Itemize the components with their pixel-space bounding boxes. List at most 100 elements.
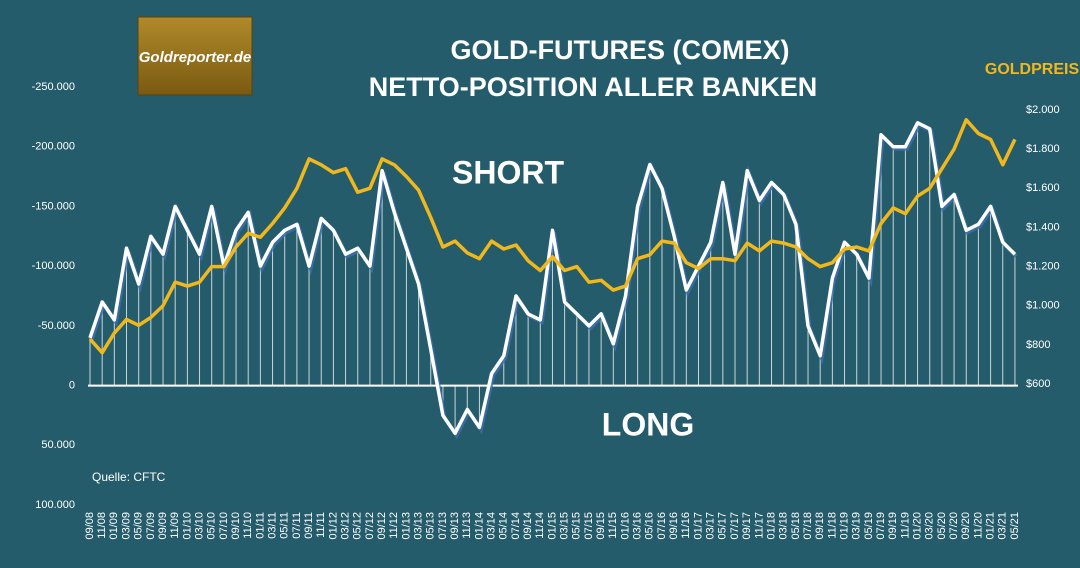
x-tick-label: 09/13 [449, 512, 461, 540]
x-tick-label: 03/11 [266, 512, 278, 539]
x-tick-label: 03/15 [559, 512, 571, 540]
x-tick-label: 05/17 [717, 512, 729, 540]
x-tick-label: 01/11 [254, 512, 266, 539]
x-tick-label: 11/09 [169, 512, 181, 539]
y-tick-label: -150.000 [32, 200, 75, 212]
x-tick-label: 11/18 [826, 512, 838, 539]
x-tick-label: 11/10 [242, 512, 254, 539]
logo: Goldreporter.de [139, 49, 252, 66]
x-tick-label: 05/12 [352, 512, 364, 540]
y2-axis-label: GOLDPREIS [985, 61, 1080, 78]
y2-tick-label: $1.400 [1026, 221, 1060, 233]
x-tick-label: 07/17 [729, 512, 741, 540]
x-tick-label: 05/15 [571, 512, 583, 540]
x-tick-label: 11/20 [972, 512, 984, 539]
x-tick-label: 05/21 [1009, 512, 1021, 540]
x-tick-label: 09/15 [595, 512, 607, 540]
x-tick-label: 11/13 [461, 512, 473, 539]
x-tick-label: 09/20 [960, 512, 972, 540]
x-tick-label: 03/17 [705, 512, 717, 540]
x-tick-label: 09/16 [668, 512, 680, 540]
source: Quelle: CFTC [92, 470, 166, 484]
x-tick-label: 01/09 [108, 512, 120, 540]
x-tick-label: 07/19 [875, 512, 887, 540]
x-tick-label: 03/09 [120, 512, 132, 540]
logo-box [137, 16, 253, 96]
x-tick-label: 07/10 [218, 512, 230, 540]
x-tick-label: 05/16 [644, 512, 656, 540]
x-tick-label: 11/11 [315, 512, 327, 538]
y2-tick-label: $1.200 [1026, 260, 1060, 272]
x-tick-label: 07/16 [656, 512, 668, 540]
x-tick-label: 07/12 [364, 512, 376, 540]
x-tick-label: 09/18 [814, 512, 826, 540]
long-label: LONG [602, 406, 694, 442]
x-tick-label: 03/16 [632, 512, 644, 540]
x-tick-label: 05/13 [425, 512, 437, 540]
x-tick-label: 05/18 [790, 512, 802, 540]
x-tick-label: 01/19 [838, 512, 850, 540]
x-tick-label: 01/15 [546, 512, 558, 540]
x-tick-label: 07/20 [948, 512, 960, 540]
x-tick-label: 01/18 [765, 512, 777, 540]
series-line [88, 118, 1017, 355]
y2-tick-label: $600 [1026, 378, 1050, 390]
y2-tick-label: $1.800 [1026, 143, 1060, 155]
y-tick-label: -250.000 [32, 81, 75, 93]
y2-tick-label: $800 [1026, 339, 1050, 351]
x-tick-label: 07/14 [510, 512, 522, 540]
y2-tick-label: $1.600 [1026, 182, 1060, 194]
x-tick-label: 03/12 [339, 512, 351, 540]
x-tick-label: 03/10 [193, 512, 205, 540]
x-tick-label: 09/19 [887, 512, 899, 540]
x-tick-label: 09/11 [303, 512, 315, 539]
x-tick-label: 05/10 [206, 512, 218, 540]
y2-tick-label: $1.000 [1026, 300, 1060, 312]
x-tick-label: 09/14 [522, 512, 534, 540]
x-tick-label: 05/20 [936, 512, 948, 540]
y-tick-label: -50.000 [38, 320, 75, 332]
x-tick-label: 01/20 [911, 512, 923, 540]
y-tick-label: -100.000 [32, 260, 75, 272]
x-tick-label: 11/08 [96, 512, 108, 539]
x-tick-label: 11/12 [388, 512, 400, 539]
x-tick-label: 11/16 [680, 512, 692, 539]
x-tick-label: 03/18 [778, 512, 790, 540]
x-tick-label: 03/13 [412, 512, 424, 540]
x-tick-label: 01/14 [473, 512, 485, 540]
x-tick-label: 11/19 [899, 512, 911, 539]
x-tick-label: 03/14 [486, 512, 498, 540]
x-tick-label: 09/12 [376, 512, 388, 540]
x-tick-label: 11/15 [607, 512, 619, 539]
x-tick-label: 03/20 [924, 512, 936, 540]
x-tick-label: 07/09 [145, 512, 157, 540]
x-tick-label: 03/21 [997, 512, 1009, 540]
x-tick-label: 05/11 [279, 512, 291, 539]
x-tick-label: 11/17 [753, 512, 765, 539]
x-tick-label: 01/16 [619, 512, 631, 540]
x-tick-label: 07/13 [437, 512, 449, 540]
series-line [88, 121, 1017, 436]
y-tick-label: 50.000 [41, 439, 75, 451]
x-tick-label: 03/19 [851, 512, 863, 540]
x-tick-label: 05/19 [863, 512, 875, 540]
y2-tick-label: $2.000 [1026, 104, 1060, 116]
y-tick-label: -200.000 [32, 141, 75, 153]
x-tick-label: 05/09 [133, 512, 145, 540]
x-tick-label: 09/08 [84, 512, 96, 540]
chart-subtitle: NETTO-POSITION ALLER BANKEN [369, 72, 818, 102]
y-tick-label: 0 [69, 379, 75, 391]
x-tick-label: 09/17 [741, 512, 753, 540]
chart-title: GOLD-FUTURES (COMEX) [451, 35, 790, 65]
x-tick-label: 01/21 [984, 512, 996, 540]
x-tick-label: 09/09 [157, 512, 169, 540]
x-tick-label: 07/11 [291, 512, 303, 539]
x-tick-label: 11/14 [534, 512, 546, 539]
x-tick-label: 01/12 [327, 512, 339, 540]
x-tick-label: 05/14 [498, 512, 510, 540]
x-tick-label: 07/15 [583, 512, 595, 540]
x-tick-label: 07/18 [802, 512, 814, 540]
x-tick-label: 09/10 [230, 512, 242, 540]
